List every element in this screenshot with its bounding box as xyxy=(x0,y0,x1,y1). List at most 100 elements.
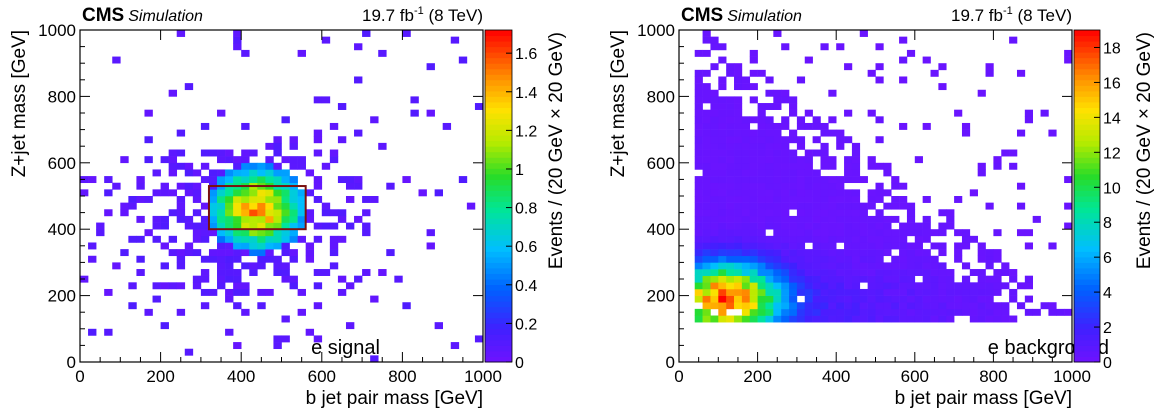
heatmap-cell xyxy=(757,229,766,237)
heatmap-cell xyxy=(899,302,908,310)
heatmap-cell xyxy=(702,209,711,217)
heatmap-cell xyxy=(836,209,845,217)
heatmap-cell xyxy=(820,302,829,310)
heatmap-cell xyxy=(789,129,798,137)
heatmap-cell xyxy=(718,262,727,270)
heatmap-cell xyxy=(851,235,861,243)
z-axis-title: Events / (20 GeV × 20 GeV) xyxy=(1134,32,1155,269)
heatmap-cell xyxy=(977,288,986,296)
heatmap-cell xyxy=(781,169,790,177)
heatmap-cell xyxy=(914,242,923,250)
heatmap-cell xyxy=(734,262,743,270)
colorbar-segment xyxy=(1074,190,1100,197)
heatmap-cell xyxy=(741,262,751,270)
heatmap-cell xyxy=(281,176,290,184)
colorbar-segment xyxy=(1074,251,1100,258)
heatmap-cell xyxy=(985,69,994,77)
colorbar-segment xyxy=(485,295,512,302)
colorbar-tick-label: 0 xyxy=(515,355,524,372)
heatmap-cell xyxy=(734,209,743,217)
heatmap-cell xyxy=(734,202,743,210)
heatmap-cell xyxy=(828,262,837,270)
heatmap-cell xyxy=(104,288,113,296)
colorbar-segment xyxy=(485,135,512,142)
heatmap-cell xyxy=(789,295,798,303)
heatmap-cell xyxy=(192,275,202,283)
heatmap-cell xyxy=(362,222,371,230)
heatmap-cell xyxy=(851,142,861,150)
heatmap-cell xyxy=(1024,282,1033,290)
colorbar-segment xyxy=(1074,85,1100,92)
heatmap-cell xyxy=(875,43,884,51)
heatmap-cell xyxy=(930,302,939,310)
heatmap-cell xyxy=(828,302,837,310)
heatmap-cell xyxy=(225,269,234,276)
heatmap-cell xyxy=(160,242,169,250)
heatmap-cell xyxy=(726,189,735,197)
heatmap-cell xyxy=(875,262,884,270)
heatmap-cell xyxy=(977,169,986,177)
heatmap-cell xyxy=(789,149,798,157)
heatmap-cell xyxy=(734,282,743,290)
heatmap-cell xyxy=(694,162,703,170)
colorbar-segment xyxy=(485,196,512,203)
heatmap-cell xyxy=(305,169,315,177)
heatmap-cell xyxy=(749,56,758,64)
heatmap-cell xyxy=(883,222,892,230)
heatmap-cell xyxy=(789,235,798,243)
y-tick-label: 200 xyxy=(48,287,76,306)
x-tick-label: 1000 xyxy=(464,367,502,386)
heatmap-cell xyxy=(1001,308,1010,316)
heatmap-cell xyxy=(851,269,861,276)
heatmap-cell xyxy=(993,288,1002,296)
colorbar-segment xyxy=(485,41,512,48)
heatmap-cell xyxy=(80,189,89,197)
heatmap-cell xyxy=(836,222,845,230)
heatmap-cell xyxy=(241,235,250,243)
heatmap-cell xyxy=(867,222,876,230)
heatmap-cell xyxy=(899,36,908,44)
heatmap-cell xyxy=(289,215,298,223)
heatmap-cell xyxy=(474,103,484,110)
heatmap-cell xyxy=(289,196,298,203)
heatmap-cell xyxy=(851,295,861,303)
x-tick-label: 200 xyxy=(743,367,771,386)
heatmap-cell xyxy=(836,295,845,303)
heatmap-cell xyxy=(702,269,711,276)
heatmap-cell xyxy=(773,156,782,164)
heatmap-cell xyxy=(734,142,743,150)
heatmap-cell xyxy=(891,235,900,243)
heatmap-cell xyxy=(273,269,282,276)
heatmap-cell xyxy=(804,255,813,263)
heatmap-cell xyxy=(765,288,774,296)
heatmap-cell xyxy=(804,169,813,177)
heatmap-cell xyxy=(734,162,743,170)
heatmap-cell xyxy=(867,288,876,296)
heatmap-cell xyxy=(985,63,994,71)
heatmap-cell xyxy=(136,255,145,263)
heatmap-cell xyxy=(378,142,387,150)
colorbar-segment xyxy=(485,46,512,53)
colorbar-segment xyxy=(485,107,512,114)
heatmap-cell xyxy=(914,295,923,303)
heatmap-cell xyxy=(985,262,994,270)
heatmap-cell xyxy=(718,222,727,230)
heatmap-cell xyxy=(88,255,97,263)
heatmap-cell xyxy=(985,315,994,323)
heatmap-cell xyxy=(781,196,790,203)
heatmap-cell xyxy=(828,235,837,243)
heatmap-cell xyxy=(176,209,186,217)
heatmap-cell xyxy=(844,288,853,296)
heatmap-cell xyxy=(694,255,703,263)
heatmap-cell xyxy=(734,302,743,310)
heatmap-cell xyxy=(812,242,821,250)
heatmap-cell xyxy=(749,196,758,203)
heatmap-cell xyxy=(741,122,751,130)
heatmap-cell xyxy=(281,215,290,223)
heatmap-cell xyxy=(362,30,371,37)
heatmap-cell xyxy=(812,189,821,197)
heatmap-cell xyxy=(977,242,986,250)
heatmap-cell xyxy=(851,288,861,296)
heatmap-cell xyxy=(718,83,727,91)
colorbar-segment xyxy=(485,35,512,42)
